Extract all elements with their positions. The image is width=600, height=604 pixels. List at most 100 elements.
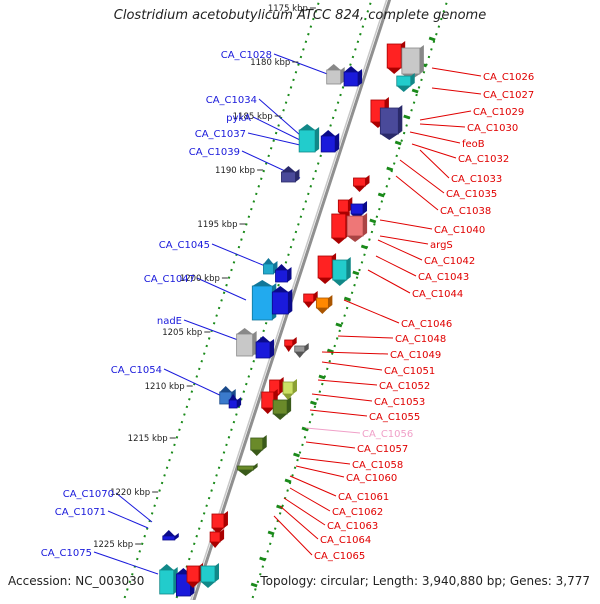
minus-gene-label[interactable]: CA_C1052 <box>379 381 430 392</box>
gene-feature[interactable] <box>379 105 403 140</box>
label-leader-line <box>305 427 361 434</box>
minus-gene-label[interactable]: CA_C1056 <box>362 429 413 440</box>
gene-feature[interactable] <box>162 530 179 541</box>
ruler-tick-label: 1205 kbp <box>162 328 202 338</box>
gene-feature[interactable] <box>315 295 333 314</box>
gene-feature[interactable] <box>343 66 363 87</box>
label-leader-line <box>411 143 457 159</box>
label-leader-line <box>409 131 461 144</box>
gene-feature[interactable] <box>294 343 309 358</box>
label-leader-line <box>279 505 319 540</box>
gene-feature[interactable] <box>298 124 320 153</box>
plus-gene-label[interactable]: pykA <box>226 113 251 124</box>
minus-gene-label[interactable]: CA_C1053 <box>374 397 425 408</box>
track-tick <box>403 114 411 120</box>
minus-gene-label[interactable]: CA_C1055 <box>369 412 420 423</box>
label-leader-line <box>419 123 466 128</box>
label-leader-line <box>377 239 423 261</box>
label-leader-line <box>309 409 368 417</box>
ruler-tick-label: 1185 kbp <box>233 112 273 122</box>
track-tick <box>293 452 300 458</box>
track-tick <box>394 140 402 146</box>
gene-feature[interactable] <box>353 175 370 192</box>
minus-gene-label[interactable]: CA_C1062 <box>332 507 383 518</box>
track-tick <box>267 530 275 536</box>
minus-gene-label[interactable]: CA_C1027 <box>483 90 534 101</box>
gene-feature[interactable] <box>275 264 292 283</box>
minus-gene-label[interactable]: CA_C1064 <box>320 535 371 546</box>
label-leader-line <box>395 175 439 211</box>
label-leader-line <box>295 465 345 478</box>
plus-gene-label[interactable]: CA_C1054 <box>111 365 162 376</box>
gene-feature[interactable] <box>396 73 415 92</box>
label-leader-line <box>375 255 417 277</box>
minus-gene-label[interactable]: CA_C1048 <box>395 334 446 345</box>
minus-gene-label[interactable]: CA_C1032 <box>458 154 509 165</box>
gene-feature[interactable] <box>271 286 293 315</box>
plus-gene-label[interactable]: CA_C1070 <box>63 489 114 500</box>
plus-gene-label[interactable]: CA_C1075 <box>41 548 92 559</box>
ruler-tick-label: 1195 kbp <box>197 220 237 230</box>
ruler-tick-label: 1180 kbp <box>250 58 290 68</box>
minus-gene-label[interactable]: CA_C1038 <box>440 206 491 217</box>
plus-gene-label[interactable]: nadE <box>157 316 182 327</box>
gene-feature[interactable] <box>326 64 345 85</box>
gene-feature[interactable] <box>282 379 297 400</box>
minus-gene-label[interactable]: CA_C1046 <box>401 319 452 330</box>
track-tick <box>343 296 351 302</box>
plus-gene-label[interactable]: CA_C1045 <box>159 240 210 251</box>
gene-feature[interactable] <box>272 397 292 420</box>
gene-feature[interactable] <box>281 166 300 183</box>
gene-feature[interactable] <box>237 463 258 476</box>
label-leader-line <box>211 243 271 269</box>
gene-feature[interactable] <box>320 130 340 153</box>
gene-feature[interactable] <box>211 511 228 534</box>
minus-gene-label[interactable]: CA_C1057 <box>357 444 408 455</box>
ruler-tick-label: 1200 kbp <box>180 274 220 284</box>
minus-gene-label[interactable]: CA_C1051 <box>384 366 435 377</box>
gene-feature[interactable] <box>303 291 318 308</box>
minus-gene-label[interactable]: CA_C1029 <box>473 107 524 118</box>
gene-feature[interactable] <box>209 529 225 548</box>
minus-gene-label[interactable]: CA_C1043 <box>418 272 469 283</box>
label-leader-line <box>289 475 337 497</box>
track-tick <box>360 244 368 250</box>
plus-gene-label[interactable]: CA_C1039 <box>189 147 240 158</box>
gene-feature[interactable] <box>346 213 368 242</box>
gene-feature[interactable] <box>250 435 267 456</box>
gene-feature[interactable] <box>255 336 275 359</box>
minus-gene-label[interactable]: CA_C1044 <box>412 289 463 300</box>
gene-feature[interactable] <box>228 394 242 409</box>
minus-gene-label[interactable]: CA_C1061 <box>338 492 389 503</box>
minus-gene-label[interactable]: CA_C1040 <box>434 225 485 236</box>
gene-feature[interactable] <box>284 337 297 352</box>
minus-gene-label[interactable]: CA_C1058 <box>352 460 403 471</box>
plus-gene-label[interactable]: CA_C1034 <box>206 95 257 106</box>
minus-gene-label[interactable]: CA_C1049 <box>390 350 441 361</box>
label-leader-line <box>289 487 331 512</box>
label-leader-line <box>247 132 301 146</box>
minus-gene-label[interactable]: CA_C1026 <box>483 72 534 83</box>
label-leader-line <box>379 235 429 245</box>
plus-gene-label[interactable]: CA_C1071 <box>55 507 106 518</box>
track-tick <box>386 166 394 172</box>
gene-feature[interactable] <box>200 563 220 588</box>
gene-feature[interactable] <box>332 257 351 286</box>
minus-gene-label[interactable]: CA_C1030 <box>467 123 518 134</box>
plus-gene-label[interactable]: CA_C1047 <box>144 274 195 285</box>
minus-gene-label[interactable]: feoB <box>462 139 485 150</box>
minus-gene-label[interactable]: CA_C1035 <box>446 189 497 200</box>
minus-gene-label[interactable]: CA_C1060 <box>346 473 397 484</box>
minus-gene-label[interactable]: argS <box>430 240 453 251</box>
minus-gene-label[interactable]: CA_C1042 <box>424 256 475 267</box>
label-leader-line <box>431 87 482 95</box>
plus-gene-label[interactable]: CA_C1037 <box>195 129 246 140</box>
gene-feature[interactable] <box>236 328 257 357</box>
ruler-tick-label: 1210 kbp <box>145 382 185 392</box>
gene-feature[interactable] <box>159 564 178 595</box>
minus-gene-label[interactable]: CA_C1065 <box>314 551 365 562</box>
label-leader-line <box>379 219 433 230</box>
plus-gene-label[interactable]: CA_C1028 <box>221 50 272 61</box>
minus-gene-label[interactable]: CA_C1063 <box>327 521 378 532</box>
minus-gene-label[interactable]: CA_C1033 <box>451 174 502 185</box>
